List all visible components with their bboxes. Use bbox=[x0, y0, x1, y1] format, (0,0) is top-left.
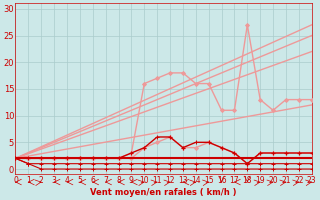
X-axis label: Vent moyen/en rafales ( km/h ): Vent moyen/en rafales ( km/h ) bbox=[90, 188, 237, 197]
